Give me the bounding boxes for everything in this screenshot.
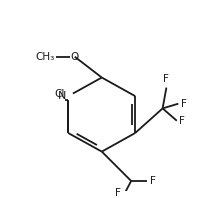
Text: F: F <box>179 116 185 126</box>
Text: F: F <box>181 99 187 109</box>
Text: F: F <box>150 176 155 186</box>
Text: F: F <box>164 74 169 84</box>
Text: Cl: Cl <box>54 89 65 99</box>
Text: F: F <box>115 188 121 198</box>
Text: O: O <box>71 52 79 62</box>
Text: N: N <box>58 91 66 101</box>
Text: CH₃: CH₃ <box>35 52 54 62</box>
